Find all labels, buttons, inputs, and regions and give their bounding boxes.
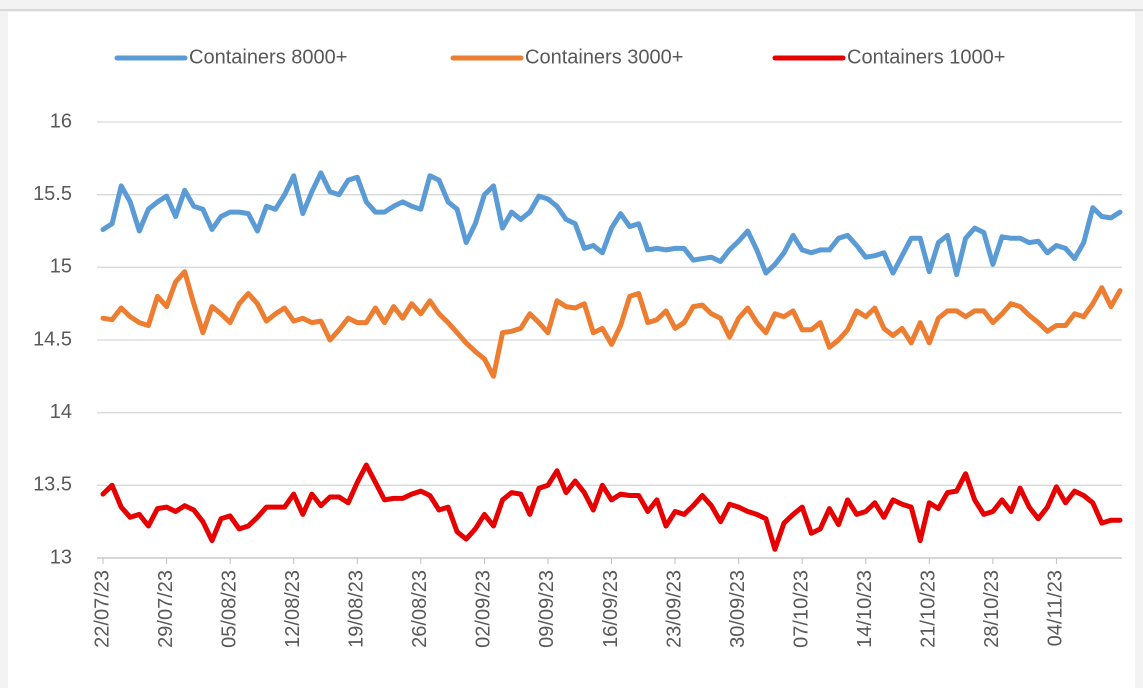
x-tick-label: 04/11/23 bbox=[1045, 570, 1067, 646]
x-tick-label: 16/09/23 bbox=[600, 570, 622, 648]
y-tick-label: 14.5 bbox=[33, 328, 72, 350]
legend-label: Containers 8000+ bbox=[189, 46, 347, 68]
x-tick-label: 02/09/23 bbox=[473, 570, 495, 648]
series-line bbox=[100, 170, 1123, 278]
series-line bbox=[100, 269, 1123, 379]
x-tick-label: 12/08/23 bbox=[282, 570, 304, 648]
x-tick-label: 30/09/23 bbox=[727, 570, 749, 648]
x-tick-label: 26/08/23 bbox=[409, 570, 431, 648]
series-line bbox=[100, 462, 1123, 552]
legend-label: Containers 1000+ bbox=[847, 46, 1005, 68]
x-tick-label: 07/10/23 bbox=[790, 570, 812, 648]
y-tick-label: 15 bbox=[50, 256, 72, 278]
x-tick-label: 23/09/23 bbox=[663, 570, 685, 648]
x-tick-label: 05/08/23 bbox=[218, 570, 240, 648]
y-tick-label: 13 bbox=[50, 546, 72, 568]
x-tick-label: 29/07/23 bbox=[155, 570, 177, 648]
x-tick-label: 28/10/23 bbox=[981, 570, 1003, 648]
x-tick-label: 19/08/23 bbox=[346, 570, 368, 648]
plot-panel bbox=[8, 12, 1135, 688]
y-tick-label: 16 bbox=[50, 110, 72, 132]
x-tick-label: 22/07/23 bbox=[91, 570, 113, 648]
y-tick-label: 13.5 bbox=[33, 474, 72, 496]
x-tick-label: 09/09/23 bbox=[536, 570, 558, 648]
x-tick-label: 21/10/23 bbox=[918, 570, 940, 648]
x-tick-label: 14/10/23 bbox=[854, 570, 876, 648]
y-tick-label: 15.5 bbox=[33, 183, 72, 205]
legend-label: Containers 3000+ bbox=[525, 46, 683, 68]
y-tick-label: 14 bbox=[50, 401, 72, 423]
